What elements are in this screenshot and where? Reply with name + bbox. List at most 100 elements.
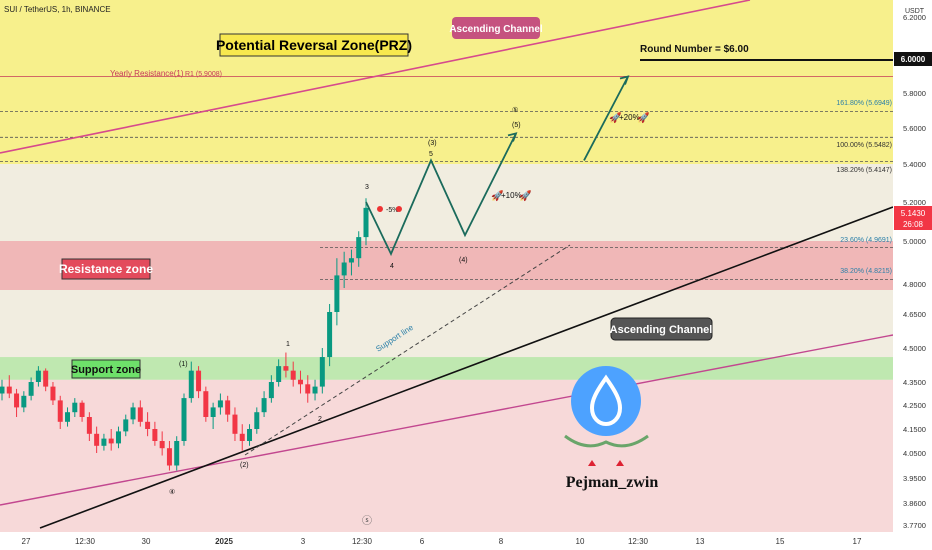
candle-body [232, 414, 238, 434]
price-tick-label: 4.2500 [903, 401, 926, 410]
marker-icon [616, 460, 624, 466]
support-line[interactable] [244, 244, 571, 456]
last-price-text: 5.1430 [901, 209, 926, 218]
svg-text:-5%: -5% [386, 207, 398, 214]
wave-i: (1) [179, 361, 188, 368]
candle-body [152, 429, 158, 441]
candles [0, 198, 369, 471]
watermark-text: Pejman_zwin [566, 474, 659, 491]
candle-body [50, 386, 56, 401]
currency-label: USDT [905, 8, 925, 15]
candle-body [145, 421, 151, 429]
yearly-resistance-sub: R1 (5.9008) [185, 71, 222, 78]
arrow-head [619, 75, 630, 85]
candle-body [43, 370, 49, 387]
price-tick-label: 5.8000 [903, 89, 926, 98]
wave-circle-5: ⑤ [512, 106, 518, 114]
price-tick-label: 4.6500 [903, 310, 926, 319]
candle-body [348, 258, 354, 263]
time-tick-label: 12:30 [75, 537, 96, 546]
candle-body [283, 366, 289, 371]
lightning-icon[interactable]: ⓢ [362, 515, 372, 527]
candle-body [174, 441, 180, 466]
fib-100-label: 100.00% (5.5482) [836, 142, 892, 149]
support-zone-text: Support zone [71, 364, 141, 376]
round-number-price-tag [894, 52, 932, 66]
rocket-icon: 🚀 [609, 111, 622, 124]
price-tick-label: 5.0000 [903, 237, 926, 246]
fib-138-label: 138.20% (5.4147) [836, 167, 892, 174]
candle-body [21, 395, 27, 408]
price-tick-label: 6.2000 [903, 13, 926, 22]
candle-body [341, 262, 347, 276]
candle-body [72, 402, 78, 413]
wave-3: 3 [365, 184, 369, 191]
fib-161-label: 161.80% (5.6949) [836, 100, 892, 107]
price-tick-label: 5.4000 [903, 160, 926, 169]
arrow-head [507, 132, 518, 142]
wave-v: (5) [512, 122, 521, 129]
candle-body [268, 382, 274, 399]
candle-body [290, 370, 296, 380]
pct-plus10: 🚀 +10% 🚀 [491, 189, 532, 202]
time-tick-label: 3 [301, 537, 306, 546]
candle-body [137, 407, 143, 422]
pct-minus5: -5% [377, 206, 402, 214]
price-tick-label: 4.5000 [903, 344, 926, 353]
candle-body [28, 382, 34, 396]
candle-body [327, 312, 333, 358]
wave-2: 2 [318, 416, 322, 423]
resistance-zone-label: Resistance zone [59, 258, 153, 280]
price-tick-label: 4.8000 [903, 280, 926, 289]
candle-body [181, 398, 187, 441]
time-tick-label: 15 [776, 537, 785, 546]
price-axis[interactable] [893, 0, 932, 550]
candle-body [203, 391, 209, 417]
time-axis[interactable] [0, 532, 893, 550]
price-tick-label: 5.6000 [903, 124, 926, 133]
resistance-zone-text: Resistance zone [59, 262, 153, 276]
candle-body [356, 237, 362, 259]
time-tick-label: 12:30 [352, 537, 373, 546]
ascending-channel-black-line[interactable] [39, 206, 894, 529]
wave-circle-4: ④ [169, 488, 175, 496]
projection-path [365, 132, 517, 257]
wave-labels: 1 2 3 4 5 (1) (2) (3) (4) (5) ④ ⑤ [169, 106, 521, 496]
rocket-icon: 🚀 [519, 189, 532, 202]
pct-plus20: 🚀 +20% 🚀 [609, 111, 650, 124]
candle-body [79, 402, 85, 417]
ascending-channel-top-line[interactable] [0, 0, 751, 154]
wave-4: 4 [390, 263, 394, 270]
time-tick-label: 27 [22, 537, 31, 546]
candle-body [0, 386, 5, 394]
svg-text:+10%: +10% [501, 191, 522, 200]
candle-body [86, 417, 92, 434]
price-tick-label: 5.2000 [903, 198, 926, 207]
candle-body [363, 207, 369, 238]
wave-5: 5 [429, 151, 433, 158]
candle-body [247, 429, 253, 441]
prz-label: Potential Reversal Zone(PRZ) [216, 33, 412, 57]
price-axis-ticks: 6.2000 6.0000 5.8000 5.6000 5.4000 5.2000 5.00… [903, 13, 926, 530]
symbol-title: SUI / TetherUS, 1h, BINANCE [4, 5, 111, 14]
candle-body [65, 412, 71, 422]
candle-body [94, 433, 100, 446]
time-tick-label: 12:30 [628, 537, 649, 546]
ascending-channel-lower-line[interactable] [0, 334, 894, 506]
rocket-icon: 🚀 [637, 111, 650, 124]
candle-body [334, 275, 340, 312]
fib-levels [0, 75, 893, 280]
alarm-icon [396, 206, 402, 212]
droplet-icon [589, 374, 623, 427]
yearly-resistance-label: Yearly Resistance(1) [110, 69, 184, 78]
time-tick-label: 10 [576, 537, 585, 546]
candle-body [239, 433, 245, 441]
candle-body [159, 441, 165, 449]
fib-23-label: 23.60% (4.9691) [840, 237, 892, 244]
candle-body [210, 407, 216, 417]
rocket-icon: 🚀 [491, 189, 504, 202]
candle-body [276, 366, 282, 382]
marker-icon [588, 460, 596, 466]
